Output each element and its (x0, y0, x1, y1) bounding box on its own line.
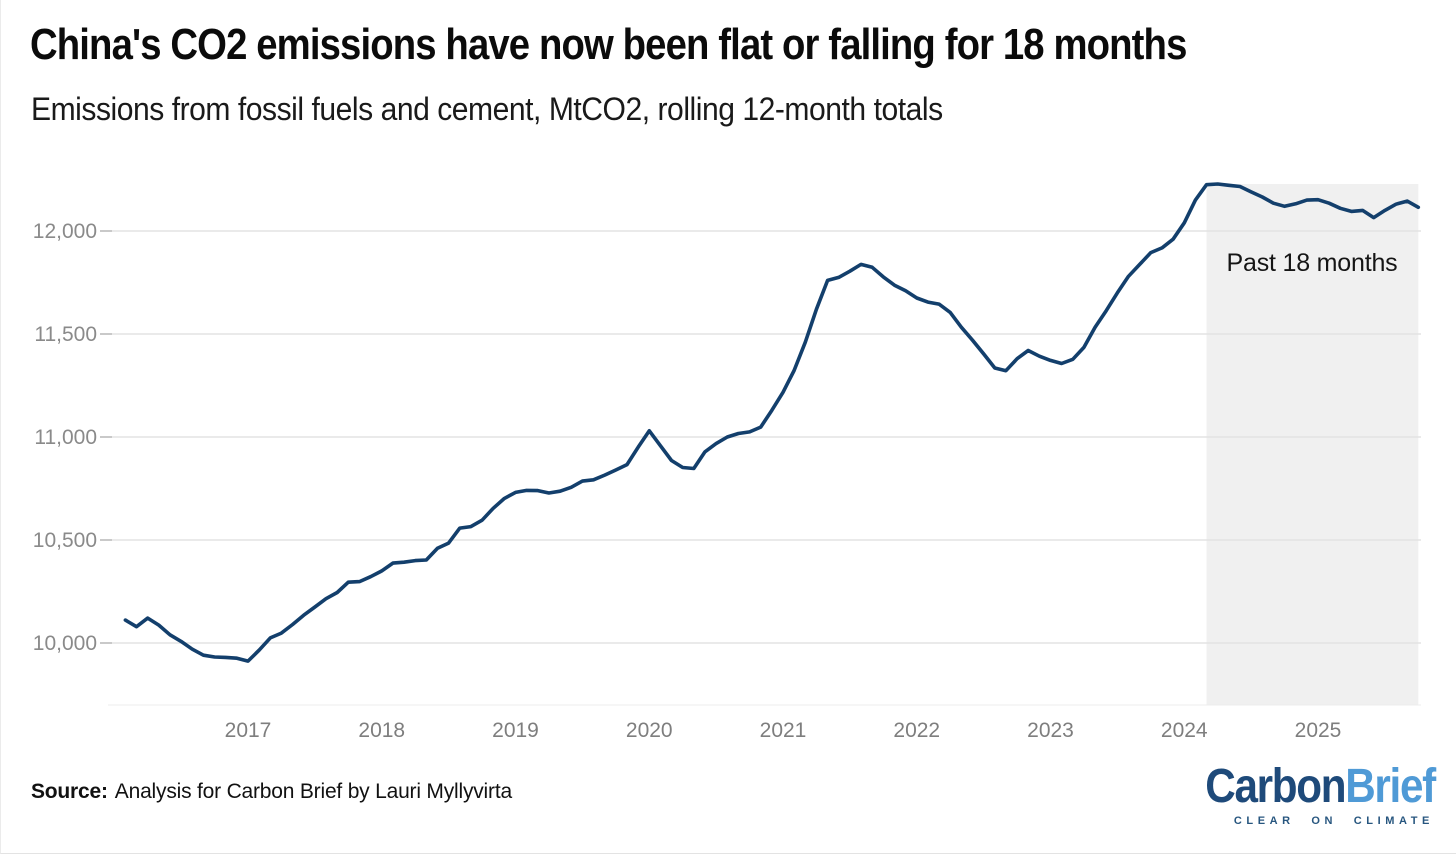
emissions-line (123, 182, 1421, 663)
x-tick-label: 2025 (1295, 719, 1342, 742)
logo-tagline: CLEAR ON CLIMATE (1233, 815, 1434, 827)
source-text: Analysis for Carbon Brief by Lauri Mylly… (114, 780, 512, 803)
logo-brief-text: Brief (1345, 760, 1436, 813)
y-tick-label: 10,000 (33, 632, 97, 655)
x-tick-label: 2018 (358, 719, 405, 742)
y-tick-label: 12,000 (33, 220, 97, 243)
x-tick-label: 2021 (760, 719, 807, 742)
y-tick-label: 11,000 (34, 426, 97, 449)
source-label: Source: (31, 780, 108, 803)
x-tick-label: 2023 (1027, 719, 1074, 742)
carbon-brief-logo-wordmark: CarbonBrief (1205, 760, 1436, 813)
x-tick-label: 2024 (1161, 719, 1208, 742)
annotation-past-18-months: Past 18 months (1226, 249, 1398, 277)
x-tick-label: 2020 (626, 719, 673, 742)
chart-subtitle: Emissions from fossil fuels and cement, … (31, 91, 943, 127)
source-line: Source: Analysis for Carbon Brief by Laur… (31, 780, 512, 804)
y-tick-label: 11,500 (34, 323, 97, 346)
chart-title: China's CO2 emissions have now been flat… (30, 20, 1187, 69)
past-18-months-band (1206, 184, 1419, 706)
x-tick-label: 2017 (225, 719, 272, 742)
x-tick-label: 2022 (893, 719, 940, 742)
x-tick-label: 2019 (492, 719, 539, 742)
y-tick-label: 10,500 (33, 529, 97, 552)
carbon-brief-logo: CarbonBrief CLEAR ON CLIMATE (1174, 760, 1436, 828)
logo-carbon-text: Carbon (1205, 760, 1346, 813)
